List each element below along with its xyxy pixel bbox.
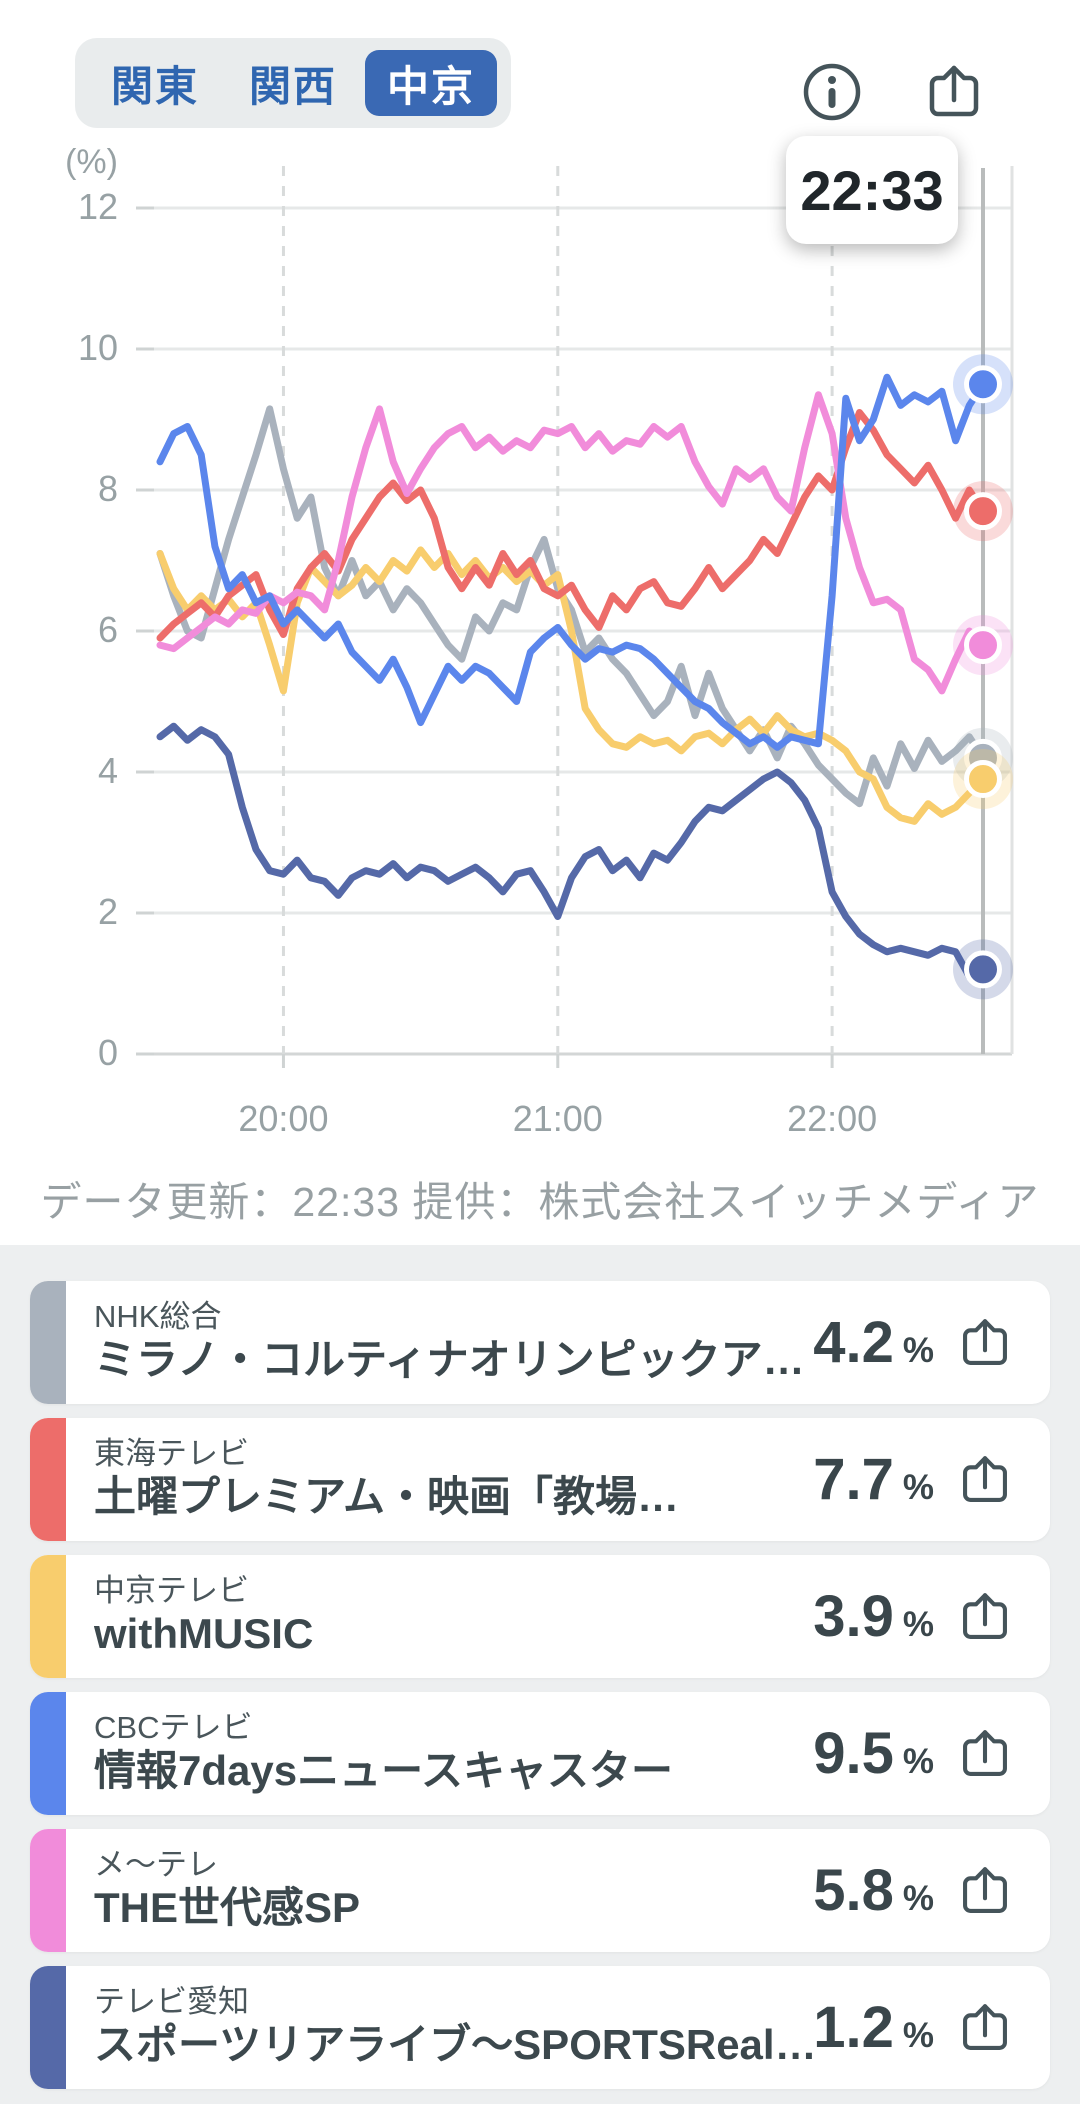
share-button[interactable] [956,1725,1014,1783]
rating-value: 9.5% [813,1721,934,1786]
channel-name: 中京テレビ [94,1573,249,1609]
y-axis-label: 4 [97,750,118,791]
y-axis-label: 2 [97,891,118,932]
series-line [156,391,987,695]
program-title: THE世代感SP [94,1884,361,1932]
info-icon [800,63,864,128]
share-button[interactable] [956,1314,1014,1372]
rating-value: 4.2% [813,1310,934,1375]
data-source-note: データ更新：22:33 提供：株式会社スイッチメディア [40,1179,1040,1225]
info-button[interactable] [800,60,864,124]
channel-color-bar [30,1555,66,1678]
series-line [156,373,987,751]
time-tooltip: 22:33 [786,136,958,244]
list-item-chukyo-tv[interactable]: 中京テレビ withMUSIC 3.9% [30,1555,1050,1678]
rating-value: 1.2% [813,1995,934,2060]
share-icon [956,1866,1014,1924]
y-axis-label: 0 [97,1032,118,1073]
share-button[interactable] [956,1999,1014,2057]
endpoint-marker [964,950,1002,989]
share-icon [956,1318,1014,1376]
program-title: スポーツリアライブ〜SPORTSReal… [94,2021,814,2069]
tab-kanto[interactable]: 関東 [89,50,221,116]
list-item-tv-aichi[interactable]: テレビ愛知 スポーツリアライブ〜SPORTSReal… 1.2% [30,1966,1050,2089]
y-axis-unit: (%) [65,143,118,181]
program-title: 情報7daysニュースキャスター [94,1747,673,1795]
series-line [156,722,987,980]
channel-name: メ〜テレ [94,1847,218,1883]
list-item-metele[interactable]: メ〜テレ THE世代感SP 5.8% [30,1829,1050,1952]
share-button[interactable] [922,60,986,124]
channel-name: NHK総合 [94,1299,222,1335]
region-tabbar: 関東 関西 中京 [75,38,511,128]
y-axis-label: 8 [97,468,118,509]
channel-name: CBCテレビ [94,1710,253,1746]
rating-value: 5.8% [813,1858,934,1923]
share-icon [956,1455,1014,1513]
channel-list: NHK総合 ミラノ・コルティナオリンピックア… 4.2% 東海テレビ 土曜プレミ… [0,1245,1080,2104]
endpoint-marker [964,492,1002,531]
program-title: ミラノ・コルティナオリンピックア… [94,1336,805,1384]
share-button[interactable] [956,1588,1014,1646]
list-item-nhk[interactable]: NHK総合 ミラノ・コルティナオリンピックア… 4.2% [30,1281,1050,1404]
share-button[interactable] [956,1862,1014,1920]
share-icon [956,1729,1014,1787]
channel-color-bar [30,1281,66,1404]
channel-color-bar [30,1829,66,1952]
rating-value: 3.9% [813,1584,934,1649]
rating-value: 7.7% [813,1447,934,1512]
share-icon [956,1592,1014,1650]
series-line [156,405,987,808]
list-item-cbc[interactable]: CBCテレビ 情報7daysニュースキャスター 9.5% [30,1692,1050,1815]
list-item-tokai[interactable]: 東海テレビ 土曜プレミアム・映画「教場… 7.7% [30,1418,1050,1541]
tab-chukyo[interactable]: 中京 [365,50,497,116]
x-axis-label: 21:00 [512,1098,603,1139]
channel-name: 東海テレビ [94,1436,249,1472]
tab-kansai[interactable]: 関西 [227,50,359,116]
series-line [156,546,987,825]
share-icon [956,2003,1014,2061]
program-title: withMUSIC [94,1610,314,1658]
y-axis-label: 6 [97,609,118,650]
channel-color-bar [30,1418,66,1541]
program-title: 土曜プレミアム・映画「教場… [94,1473,680,1521]
x-axis-label: 22:00 [787,1098,878,1139]
rating-chart[interactable]: (%) 0 2 4 6 8 10 12 20:00 21:00 22:00 [0,0,1080,1245]
share-button[interactable] [956,1451,1014,1509]
channel-name: テレビ愛知 [94,1984,249,2020]
endpoint-marker [964,760,1002,799]
y-axis-label: 12 [77,186,118,227]
channel-color-bar [30,1692,66,1815]
endpoint-marker [964,626,1002,665]
channel-color-bar [30,1966,66,2089]
chart-canvas [136,166,1014,1068]
endpoint-marker [964,365,1002,404]
share-icon [922,65,986,128]
x-axis-label: 20:00 [238,1098,329,1139]
y-axis-label: 10 [77,327,118,368]
